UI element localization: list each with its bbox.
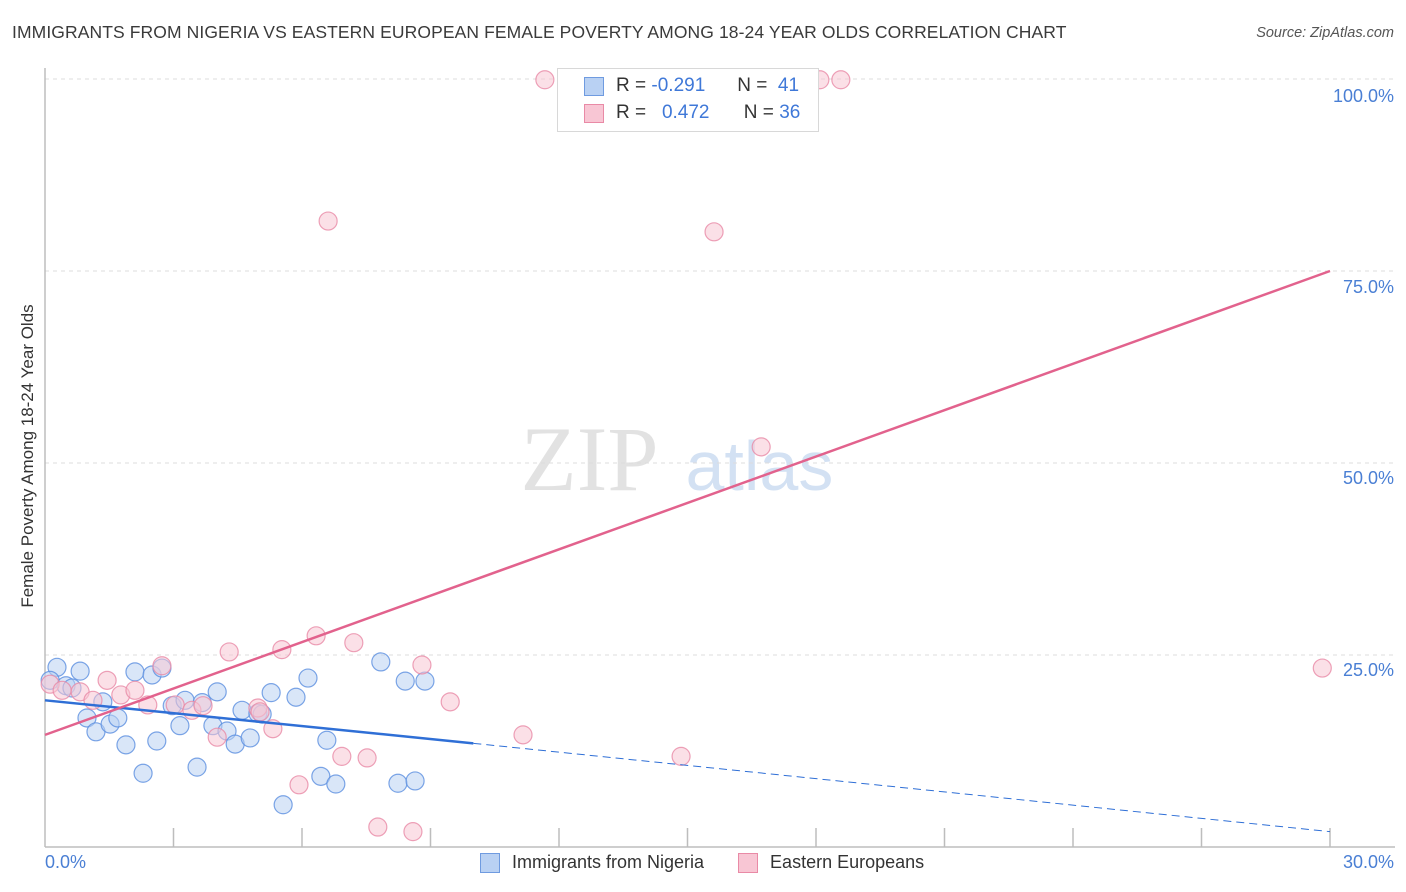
nigeria-point: [232, 700, 252, 720]
n-label: N =: [743, 102, 774, 123]
eastern-europeans-point: [165, 695, 185, 715]
nigeria-point: [187, 757, 207, 777]
eastern-europeans-point: [535, 70, 555, 90]
r-value: 0.472: [661, 102, 710, 123]
nigeria-point: [388, 773, 408, 793]
nigeria-point: [371, 652, 391, 672]
legend-swatch: [584, 76, 604, 96]
stats-row-nigeria: R = -0.291 N = 41: [584, 74, 799, 98]
eastern-europeans-point: [403, 822, 423, 842]
eastern-europeans-point: [1312, 658, 1332, 678]
nigeria-point: [415, 671, 435, 691]
nigeria-point: [240, 728, 260, 748]
x-tick-label: 0.0%: [45, 852, 87, 872]
nigeria-point: [116, 735, 136, 755]
eastern-europeans-point: [125, 680, 145, 700]
eastern-europeans-point: [368, 817, 388, 837]
stats-legend: R = -0.291 N = 41 R = 0.472 N = 36: [557, 68, 819, 132]
nigeria-point: [273, 795, 293, 815]
nigeria-point: [147, 731, 167, 751]
nigeria-point: [298, 668, 318, 688]
eastern-europeans-point: [193, 696, 213, 716]
nigeria-trend-line-extrapolated: [473, 742, 1331, 833]
eastern-europeans-point: [440, 692, 460, 712]
eastern-europeans-point: [250, 702, 270, 722]
nigeria-point: [326, 774, 346, 794]
y-tick-label: 75.0%: [1342, 277, 1394, 297]
y-axis-label: Female Poverty Among 18-24 Year Olds: [18, 304, 37, 608]
y-tick-label: 50.0%: [1342, 468, 1394, 488]
eastern-europeans-point: [152, 656, 172, 676]
stats-row-eastern-europeans: R = 0.472 N = 36: [584, 101, 800, 125]
nigeria-point: [261, 683, 281, 703]
n-value: 41: [777, 75, 800, 96]
eastern-europeans-point: [289, 775, 309, 795]
watermark-zip: ZIP: [521, 408, 659, 510]
nigeria-point: [395, 671, 415, 691]
nigeria-point: [207, 682, 227, 702]
eastern-europeans-point: [357, 748, 377, 768]
eastern-europeans-point: [332, 746, 352, 766]
eastern-europeans-point: [513, 725, 533, 745]
r-value: -0.291: [651, 75, 706, 96]
legend-swatch: [584, 103, 604, 123]
eastern-europeans-point: [671, 746, 691, 766]
y-tick-label: 25.0%: [1342, 660, 1394, 680]
eastern-europeans-point: [207, 727, 227, 747]
nigeria-point: [405, 771, 425, 791]
nigeria-point: [133, 763, 153, 783]
series-legend: Immigrants from Nigeria Eastern European…: [480, 852, 924, 873]
eastern-europeans-point: [344, 633, 364, 653]
nigeria-point: [125, 662, 145, 682]
eastern-europeans-point: [97, 670, 117, 690]
eastern-europeans-point: [52, 680, 72, 700]
chart-title: IMMIGRANTS FROM NIGERIA VS EASTERN EUROP…: [12, 22, 1067, 42]
eastern-europeans-point: [704, 222, 724, 242]
n-label: N =: [737, 75, 768, 96]
r-label: R =: [616, 75, 647, 96]
x-tick-label: 30.0%: [1342, 852, 1394, 872]
nigeria-point: [311, 766, 331, 786]
legend-swatch-eastern-europeans: [738, 852, 759, 873]
source-label: Source: ZipAtlas.com: [1256, 25, 1394, 41]
eastern-europeans-point: [831, 70, 851, 90]
nigeria-point: [286, 687, 306, 707]
nigeria-point: [317, 730, 337, 750]
eastern-europeans-point: [412, 655, 432, 675]
legend-swatch-nigeria: [480, 852, 500, 873]
eastern-europeans-point: [318, 211, 338, 231]
nigeria-point: [170, 716, 190, 736]
r-label: R =: [616, 102, 647, 123]
legend-label-eastern-europeans: Eastern Europeans: [770, 852, 925, 872]
n-value: 36: [779, 102, 801, 123]
legend-label-nigeria: Immigrants from Nigeria: [512, 852, 705, 872]
y-tick-label: 100.0%: [1332, 86, 1394, 106]
nigeria-point: [70, 661, 90, 681]
eastern-europeans-point: [751, 437, 771, 457]
eastern-europeans-trend-line: [44, 269, 1331, 737]
eastern-europeans-point: [219, 642, 239, 662]
nigeria-trend-line: [44, 699, 474, 745]
